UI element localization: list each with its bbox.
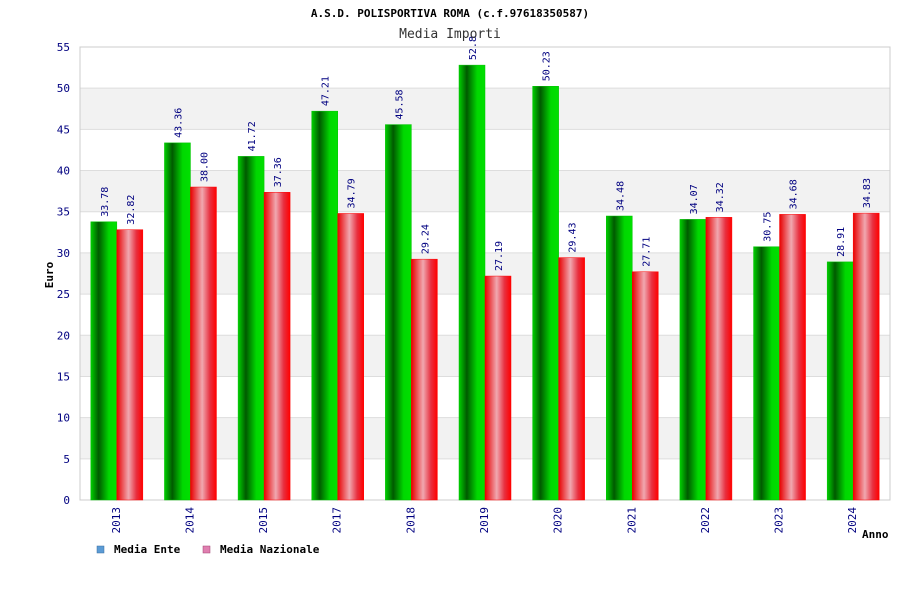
data-label-media-ente: 28.91 <box>836 227 847 257</box>
x-tick-label: 2014 <box>183 507 196 534</box>
y-axis-label: Euro <box>43 261 56 288</box>
y-tick-label: 40 <box>57 165 70 178</box>
x-tick-label: 2023 <box>773 507 786 534</box>
legend-label-media-ente: Media Ente <box>114 543 181 556</box>
bar-media-ente <box>458 64 486 501</box>
bar-media-nazionale <box>632 271 659 501</box>
data-label-media-ente: 33.78 <box>100 187 111 217</box>
bar-media-nazionale <box>484 275 512 501</box>
legend-swatch-media-ente <box>96 545 105 554</box>
chart-subtitle: Media Importi <box>399 27 501 42</box>
data-label-media-nazionale: 38.00 <box>199 152 210 182</box>
y-tick-label: 5 <box>63 453 70 466</box>
data-label-media-ente: 34.48 <box>615 181 626 211</box>
x-tick-label: 2013 <box>110 507 123 534</box>
bar-media-nazionale <box>411 258 438 501</box>
bar-media-ente <box>90 221 118 501</box>
bar-media-ente <box>237 156 265 501</box>
y-tick-label: 0 <box>63 494 70 507</box>
bar-media-nazionale <box>116 229 144 501</box>
y-tick-label: 55 <box>57 41 70 54</box>
x-tick-label: 2019 <box>478 507 491 534</box>
data-label-media-ente: 47.21 <box>321 76 332 106</box>
data-label-media-ente: 34.07 <box>689 184 700 214</box>
bar-media-ente <box>311 110 338 501</box>
x-tick-label: 2021 <box>625 507 638 534</box>
data-label-media-nazionale: 32.82 <box>126 195 137 225</box>
data-label-media-nazionale: 34.32 <box>715 182 726 212</box>
data-label-media-ente: 45.58 <box>394 89 405 119</box>
bar-media-ente <box>753 246 780 501</box>
y-tick-label: 25 <box>57 288 70 301</box>
legend-label-media-nazionale: Media Nazionale <box>220 543 320 556</box>
data-label-media-nazionale: 29.24 <box>420 224 431 254</box>
bar-media-nazionale <box>705 217 733 501</box>
bar-media-nazionale <box>779 214 806 501</box>
y-tick-label: 30 <box>57 247 70 260</box>
data-label-media-nazionale: 34.83 <box>862 178 873 208</box>
data-label-media-nazionale: 27.71 <box>641 237 652 267</box>
bar-media-ente <box>164 142 191 501</box>
bars <box>90 64 880 501</box>
y-tick-label: 20 <box>57 329 70 342</box>
y-tick-label: 10 <box>57 412 70 425</box>
bar-media-ente <box>679 219 707 501</box>
data-label-media-ente: 41.72 <box>247 121 258 151</box>
x-tick-label: 2017 <box>331 507 344 534</box>
x-tick-label: 2024 <box>846 507 859 534</box>
chart-title: A.S.D. POLISPORTIVA ROMA (c.f.9761835058… <box>311 7 589 20</box>
data-label-media-ente: 52.8 <box>468 36 479 60</box>
legend-swatch-media-nazionale <box>202 545 211 554</box>
bar-media-nazionale <box>337 213 364 501</box>
data-label-media-ente: 50.23 <box>542 51 553 81</box>
x-tick-label: 2018 <box>404 507 417 534</box>
data-label-media-nazionale: 27.19 <box>494 241 505 271</box>
bar-media-ente <box>385 124 412 501</box>
axes: 0 5 10 15 20 25 30 35 40 45 50 55 2013 2014 2015 2017 20… <box>57 41 859 534</box>
x-tick-label: 2020 <box>552 507 565 534</box>
bar-media-ente <box>606 215 633 501</box>
data-label-media-nazionale: 34.68 <box>789 179 800 209</box>
data-label-media-nazionale: 34.79 <box>347 178 358 208</box>
bar-media-nazionale <box>190 186 217 501</box>
y-tick-label: 35 <box>57 206 70 219</box>
bar-media-nazionale <box>852 212 880 501</box>
y-tick-label: 45 <box>57 123 70 136</box>
data-label-media-nazionale: 29.43 <box>568 222 579 252</box>
x-tick-label: 2022 <box>699 507 712 534</box>
legend: Media Ente Media Nazionale <box>96 543 320 556</box>
y-tick-label: 50 <box>57 82 70 95</box>
data-label-media-ente: 30.75 <box>763 212 774 242</box>
y-tick-label: 15 <box>57 370 70 383</box>
data-label-media-nazionale: 37.36 <box>273 157 284 187</box>
x-axis-label: Anno <box>862 528 889 541</box>
bar-media-ente <box>532 86 559 501</box>
data-labels: 33.78 32.82 43.36 38.00 41.72 37.36 47.21 34.79… <box>100 36 873 271</box>
bar-media-ente <box>826 261 854 501</box>
bar-media-nazionale <box>558 257 585 501</box>
bar-media-nazionale <box>263 192 291 501</box>
data-label-media-ente: 43.36 <box>173 108 184 138</box>
x-tick-label: 2015 <box>257 507 270 534</box>
